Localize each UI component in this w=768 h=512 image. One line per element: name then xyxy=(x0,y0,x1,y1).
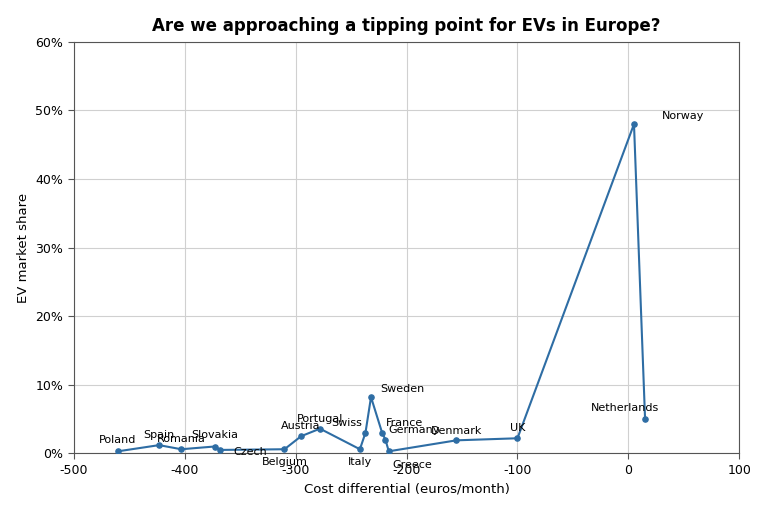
Text: France: France xyxy=(386,418,422,428)
Text: Italy: Italy xyxy=(348,458,372,467)
Point xyxy=(376,429,389,437)
Text: Belgium: Belgium xyxy=(262,458,307,467)
Text: Czech: Czech xyxy=(233,447,267,457)
Point xyxy=(208,442,220,451)
Text: Portugal: Portugal xyxy=(296,414,343,424)
Point xyxy=(112,447,124,455)
Point xyxy=(450,436,462,444)
Y-axis label: EV market share: EV market share xyxy=(17,193,30,303)
Point xyxy=(314,424,326,433)
Text: Poland: Poland xyxy=(99,435,137,445)
Point xyxy=(379,436,392,444)
Point xyxy=(214,446,227,454)
Text: Netherlands: Netherlands xyxy=(591,403,659,413)
Text: Slovakia: Slovakia xyxy=(191,430,238,440)
Point xyxy=(382,447,395,455)
Point xyxy=(365,393,377,401)
Point xyxy=(511,434,524,442)
Point xyxy=(153,441,165,449)
Point xyxy=(354,445,366,453)
Text: Denmark: Denmark xyxy=(431,425,482,436)
Text: Austria: Austria xyxy=(281,421,321,432)
Point xyxy=(639,415,651,423)
Point xyxy=(278,445,290,453)
Text: UK: UK xyxy=(510,423,525,434)
Text: Norway: Norway xyxy=(662,111,704,121)
Text: Spain: Spain xyxy=(144,430,174,440)
X-axis label: Cost differential (euros/month): Cost differential (euros/month) xyxy=(303,482,509,495)
Text: Germany: Germany xyxy=(389,425,440,435)
Text: Greece: Greece xyxy=(392,460,432,470)
Point xyxy=(628,120,641,128)
Text: Swiss: Swiss xyxy=(331,418,362,428)
Point xyxy=(359,429,372,437)
Title: Are we approaching a tipping point for EVs in Europe?: Are we approaching a tipping point for E… xyxy=(152,17,660,35)
Text: Sweden: Sweden xyxy=(380,383,424,394)
Text: Romania: Romania xyxy=(157,435,206,444)
Point xyxy=(295,432,307,440)
Point xyxy=(175,445,187,453)
